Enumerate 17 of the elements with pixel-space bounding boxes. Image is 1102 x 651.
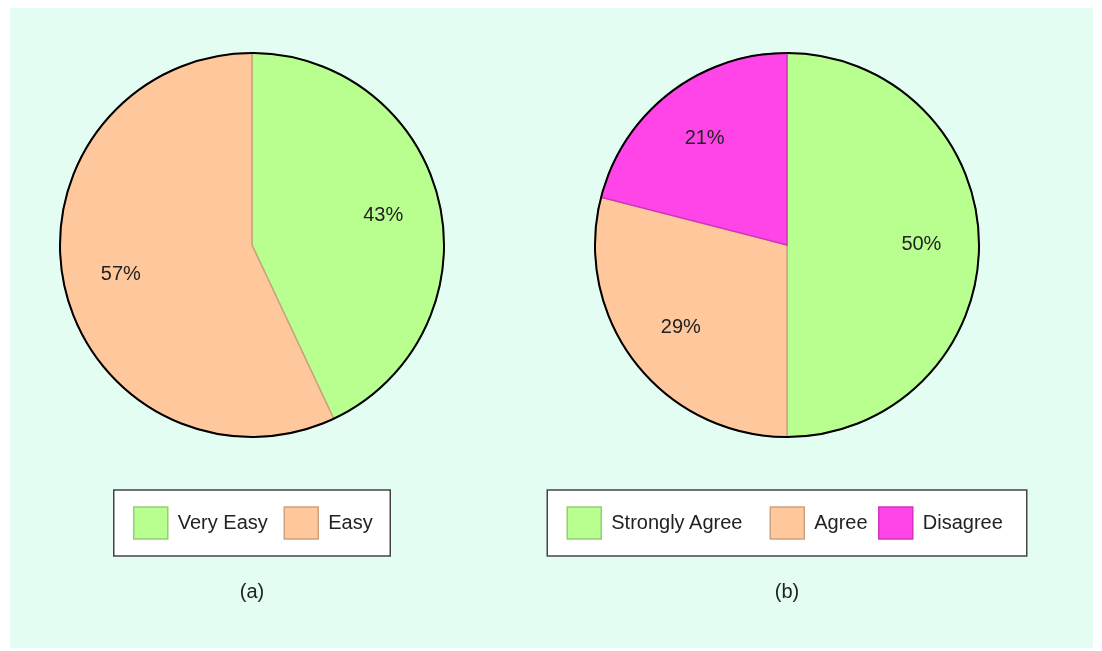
legend-label: Easy (328, 511, 373, 534)
data-label: 57% (100, 261, 142, 284)
pie-slice (594, 196, 788, 438)
data-label: 21% (684, 126, 725, 149)
text: (a) (239, 580, 265, 603)
pie-slice (600, 52, 788, 246)
legend-label: Strongly Agree (611, 511, 743, 534)
pie-slice (251, 52, 445, 420)
data-label: 29% (660, 314, 702, 337)
text: (b) (774, 580, 800, 603)
legend-label: Agree (814, 511, 868, 534)
pie-slice (59, 52, 335, 438)
pie-slice (786, 52, 980, 438)
data-label: 43% (363, 202, 404, 225)
legend-label: Very Easy (177, 511, 268, 534)
legend-label: Disagree (922, 511, 1003, 534)
data-label: 50% (901, 232, 942, 255)
